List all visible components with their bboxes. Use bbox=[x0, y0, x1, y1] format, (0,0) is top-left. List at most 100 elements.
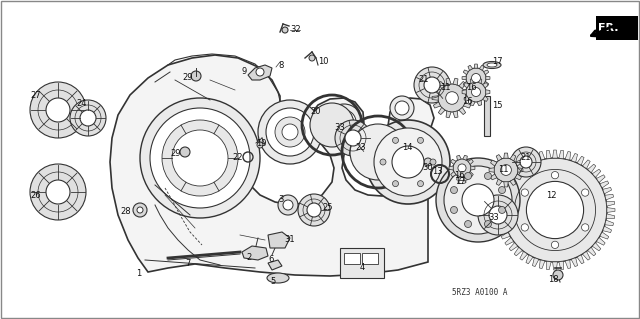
Circle shape bbox=[494, 158, 518, 182]
Polygon shape bbox=[606, 201, 614, 206]
Circle shape bbox=[436, 158, 520, 242]
Circle shape bbox=[472, 87, 481, 97]
Circle shape bbox=[266, 108, 314, 156]
Polygon shape bbox=[453, 111, 458, 118]
Polygon shape bbox=[268, 260, 282, 270]
Circle shape bbox=[465, 220, 472, 227]
Circle shape bbox=[392, 137, 399, 143]
Bar bbox=[340, 248, 384, 278]
Polygon shape bbox=[559, 261, 564, 270]
Circle shape bbox=[46, 180, 70, 204]
Polygon shape bbox=[515, 174, 522, 180]
Polygon shape bbox=[577, 255, 584, 264]
Circle shape bbox=[257, 142, 263, 148]
Polygon shape bbox=[588, 247, 596, 256]
Polygon shape bbox=[605, 220, 614, 226]
Text: 30: 30 bbox=[422, 164, 433, 173]
Circle shape bbox=[553, 270, 563, 280]
Circle shape bbox=[30, 82, 86, 138]
Circle shape bbox=[298, 194, 330, 226]
Text: 13: 13 bbox=[432, 167, 443, 176]
Circle shape bbox=[150, 108, 250, 208]
Circle shape bbox=[46, 98, 70, 122]
Polygon shape bbox=[582, 160, 590, 169]
Bar bbox=[344, 253, 360, 264]
Circle shape bbox=[350, 124, 406, 180]
Text: 27: 27 bbox=[30, 91, 40, 100]
Text: 5RZ3 A0100 A: 5RZ3 A0100 A bbox=[452, 288, 508, 297]
Polygon shape bbox=[552, 262, 557, 270]
Circle shape bbox=[417, 137, 424, 143]
Circle shape bbox=[489, 206, 507, 224]
Text: 18: 18 bbox=[548, 276, 559, 285]
Polygon shape bbox=[540, 152, 545, 160]
Polygon shape bbox=[501, 181, 510, 188]
Text: 25: 25 bbox=[322, 204, 333, 212]
Polygon shape bbox=[242, 246, 268, 260]
Text: 10: 10 bbox=[318, 57, 328, 66]
Circle shape bbox=[335, 120, 371, 156]
Text: 29: 29 bbox=[182, 73, 193, 83]
Polygon shape bbox=[496, 155, 502, 161]
Polygon shape bbox=[432, 96, 438, 100]
Polygon shape bbox=[463, 102, 470, 108]
Polygon shape bbox=[571, 153, 577, 162]
Circle shape bbox=[582, 224, 589, 231]
Text: 8: 8 bbox=[278, 61, 284, 70]
Text: FR.: FR. bbox=[598, 23, 618, 33]
Bar bbox=[596, 16, 638, 40]
Circle shape bbox=[451, 187, 458, 194]
Polygon shape bbox=[463, 88, 470, 94]
Polygon shape bbox=[451, 172, 456, 177]
Polygon shape bbox=[514, 247, 522, 256]
Polygon shape bbox=[606, 214, 614, 219]
Polygon shape bbox=[515, 160, 522, 166]
Polygon shape bbox=[468, 172, 474, 177]
Circle shape bbox=[458, 164, 466, 172]
Text: 12: 12 bbox=[546, 191, 557, 201]
Polygon shape bbox=[463, 70, 468, 75]
Ellipse shape bbox=[487, 63, 497, 67]
Polygon shape bbox=[463, 81, 468, 86]
Polygon shape bbox=[532, 153, 539, 162]
Circle shape bbox=[503, 158, 607, 262]
Circle shape bbox=[392, 146, 424, 178]
Circle shape bbox=[326, 104, 362, 140]
Polygon shape bbox=[565, 260, 571, 269]
Text: 16: 16 bbox=[462, 98, 472, 107]
Polygon shape bbox=[510, 155, 516, 161]
Text: 24: 24 bbox=[76, 99, 86, 108]
Text: 9: 9 bbox=[242, 68, 247, 77]
Circle shape bbox=[282, 27, 288, 33]
Text: 26: 26 bbox=[30, 191, 40, 201]
Polygon shape bbox=[479, 85, 484, 91]
Circle shape bbox=[552, 241, 559, 249]
Text: 16: 16 bbox=[454, 170, 465, 180]
Text: 29: 29 bbox=[170, 149, 180, 158]
Polygon shape bbox=[474, 88, 478, 92]
Text: 2: 2 bbox=[246, 254, 252, 263]
Bar bbox=[484, 96, 490, 136]
Polygon shape bbox=[592, 243, 601, 251]
Polygon shape bbox=[486, 76, 490, 80]
Polygon shape bbox=[504, 182, 508, 187]
Text: 33: 33 bbox=[334, 123, 345, 132]
Polygon shape bbox=[470, 78, 475, 83]
Polygon shape bbox=[446, 111, 451, 118]
Circle shape bbox=[511, 147, 541, 177]
Polygon shape bbox=[433, 88, 440, 94]
Circle shape bbox=[310, 103, 354, 147]
Polygon shape bbox=[483, 83, 488, 88]
Polygon shape bbox=[559, 150, 564, 159]
Circle shape bbox=[278, 195, 298, 215]
Polygon shape bbox=[510, 179, 516, 185]
Ellipse shape bbox=[483, 62, 501, 69]
Circle shape bbox=[256, 68, 264, 76]
Polygon shape bbox=[509, 243, 518, 251]
Circle shape bbox=[465, 173, 472, 180]
Text: 15: 15 bbox=[492, 100, 502, 109]
Polygon shape bbox=[463, 155, 467, 160]
Text: 14: 14 bbox=[402, 144, 413, 152]
Circle shape bbox=[283, 200, 293, 210]
Polygon shape bbox=[446, 78, 451, 85]
